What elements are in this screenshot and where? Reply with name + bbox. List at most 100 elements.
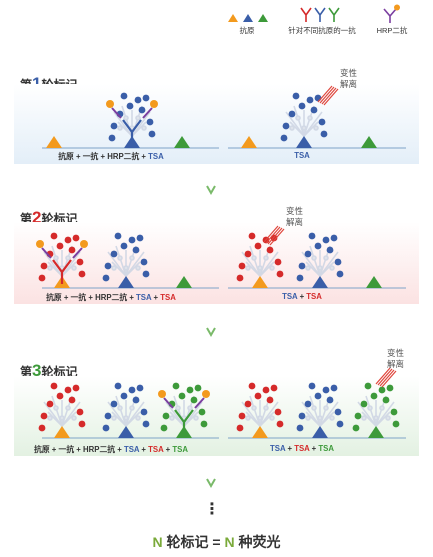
tsa-blue-dot (110, 400, 118, 408)
tsa-red-dot (56, 242, 64, 250)
tsa-blue-dot (128, 236, 136, 244)
tsa-blue-dot (334, 408, 342, 416)
tsa-green-dot (392, 420, 400, 428)
round-3-illustration (38, 367, 406, 439)
antigen-orange (241, 136, 257, 148)
tsa-blue-dot (132, 246, 140, 254)
footer-summary: N 轮标记 = N 种荧光 (152, 534, 281, 550)
tsa-red-dot (72, 384, 80, 392)
tsa-blue-dot (288, 110, 296, 118)
tsa-blue-dot (330, 384, 338, 392)
tsa-blue-dot (308, 382, 316, 390)
denature-beam-icon (317, 85, 339, 106)
antigen-blue (118, 276, 134, 288)
tsa-blue-dot (322, 236, 330, 244)
tsa-blue-dot (140, 408, 148, 416)
antigen-green (361, 136, 377, 148)
antigen-blue (312, 426, 328, 438)
legend-hrp-label: HRP二抗 (376, 26, 408, 35)
tsa-red-dot (72, 234, 80, 242)
antigen-green (176, 276, 192, 288)
antigen-blue (312, 276, 328, 288)
tissue-structure (107, 395, 145, 427)
tissue-structure (43, 395, 81, 427)
tsa-green-dot (354, 412, 362, 420)
tsa-green-dot (386, 384, 394, 392)
tsa-red-dot (274, 408, 282, 416)
legend-primary-label: 针对不同抗原的一抗 (288, 26, 356, 35)
tsa-blue-dot (110, 250, 118, 258)
tsa-blue-dot (296, 424, 304, 432)
tsa-red-dot (56, 392, 64, 400)
tsa-blue-dot (318, 118, 326, 126)
tsa-blue-dot (120, 392, 128, 400)
tsa-blue-dot (310, 106, 318, 114)
tsa-blue-dot (102, 274, 110, 282)
hrp-secondary-antibody (41, 247, 83, 259)
tsa-red-dot (276, 420, 284, 428)
tsa-blue-dot (104, 412, 112, 420)
tsa-red-dot (236, 274, 244, 282)
tsa-blue-dot (326, 246, 334, 254)
tsa-blue-dot (120, 242, 128, 250)
tsa-red-dot (38, 274, 46, 282)
antigen-orange (46, 136, 62, 148)
denature-beam-icon (375, 367, 397, 388)
legend-primary-antibody-icons (300, 7, 340, 22)
tsa-blue-dot (334, 258, 342, 266)
tsa-blue-dot (320, 130, 328, 138)
antigen-orange (252, 276, 268, 288)
tissue-structure (357, 395, 395, 427)
legend-antigen-icons (228, 14, 268, 22)
tsa-green-dot (370, 392, 378, 400)
tsa-green-dot (360, 400, 368, 408)
tsa-blue-dot (110, 122, 118, 130)
hrp-enzyme-icon (158, 390, 166, 398)
tsa-blue-dot (314, 242, 322, 250)
tsa-blue-dot (138, 106, 146, 114)
round-1-illustration (42, 85, 406, 149)
hrp-secondary-antibody (111, 107, 153, 119)
tsa-red-dot (64, 236, 72, 244)
tsa-red-dot (244, 250, 252, 258)
tsa-green-dot (378, 386, 386, 394)
tsa-red-dot (64, 386, 72, 394)
tsa-blue-dot (296, 274, 304, 282)
tsa-blue-dot (308, 232, 316, 240)
antigen-blue (296, 136, 312, 148)
tsa-green-dot (194, 384, 202, 392)
primary-antibody-blue-icon (314, 7, 326, 22)
tsa-blue-dot (132, 396, 140, 404)
antigen-blue-icon (243, 14, 253, 22)
tsa-green-dot (382, 396, 390, 404)
tsa-green-dot (172, 382, 180, 390)
tsa-blue-dot (336, 270, 344, 278)
tsa-blue-dot (120, 92, 128, 100)
tissue-structure (301, 245, 339, 277)
tsa-blue-dot (298, 412, 306, 420)
primary-antibody-blue (122, 119, 142, 144)
tsa-red-dot (254, 392, 262, 400)
tsa-blue-dot (330, 234, 338, 242)
tsa-blue-dot (306, 96, 314, 104)
round-3-title: 第3轮标记 (20, 361, 78, 380)
tsa-blue-dot (126, 102, 134, 110)
tsa-red-dot (40, 262, 48, 270)
hrp-enzyme-icon (36, 240, 44, 248)
tsa-green-dot (198, 408, 206, 416)
tsa-red-dot (236, 424, 244, 432)
round-2-right-formula: TSA + TSA (282, 292, 322, 301)
round-3-denature-label: 变性 解离 (387, 348, 405, 369)
tsa-blue-dot (282, 122, 290, 130)
tsa-red-dot (274, 258, 282, 266)
tsa-blue-dot (292, 92, 300, 100)
tsa-red-dot (262, 386, 270, 394)
tsa-red-dot (238, 262, 246, 270)
hrp-enzyme-icon (80, 240, 88, 248)
tsa-blue-dot (142, 94, 150, 102)
tsa-blue-dot (108, 134, 116, 142)
hrp-enzyme-icon (150, 100, 158, 108)
round-1-left-formula: 抗原 + 一抗 + HRP二抗 + TSA (58, 152, 164, 161)
tsa-blue-dot (142, 270, 150, 278)
tsa-green-dot (178, 392, 186, 400)
